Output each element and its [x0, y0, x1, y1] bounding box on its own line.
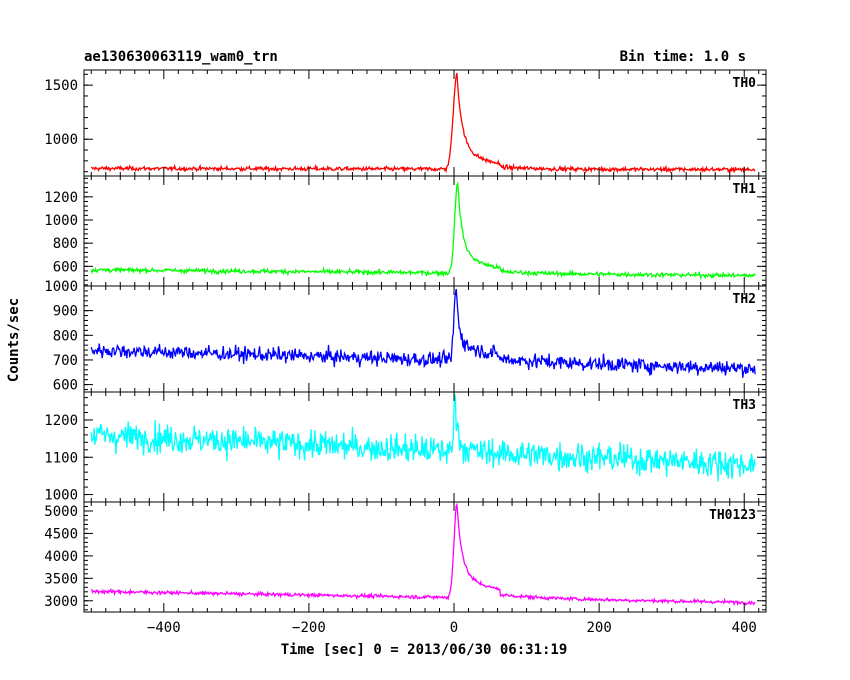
- x-tick-label: 400: [732, 620, 757, 636]
- y-tick-label: 800: [53, 236, 78, 252]
- panel-th2: 600 700 800 900 1000 TH2: [44, 279, 767, 394]
- y-tick-label: 600: [53, 378, 78, 394]
- y-tick-label: 3000: [44, 594, 78, 610]
- object-name: ae130630063119_wam0_trn: [84, 49, 278, 65]
- x-axis-label: Time [sec] 0 = 2013/06/30 06:31:19: [281, 642, 568, 658]
- x-axis-ticks: −400 −200 0 200 400: [147, 620, 757, 636]
- y-tick-label: 1000: [44, 488, 78, 504]
- panel-frame: [83, 285, 767, 393]
- y-tick-label: 3500: [44, 571, 78, 587]
- y-tick-label: 700: [53, 353, 78, 369]
- y-tick-label: 1000: [44, 213, 78, 229]
- panel-label-th3: TH3: [733, 398, 756, 413]
- panel-th1: 600 800 1000 1200 TH1: [44, 175, 767, 287]
- y-tick-label: 1200: [44, 413, 78, 429]
- panels: 1000 1500 TH0 600 800 1000 1200 TH1 600 700 800 900…: [44, 69, 767, 613]
- y-tick-label: 600: [53, 259, 78, 275]
- panel-label-th0123: TH0123: [709, 508, 756, 523]
- x-tick-label: −200: [292, 620, 326, 636]
- x-tick-label: 0: [450, 620, 458, 636]
- series-line-th0: [90, 72, 756, 175]
- y-tick-label: 1200: [44, 190, 78, 206]
- y-tick-label: 900: [53, 304, 78, 320]
- panel-label-th0: TH0: [733, 76, 757, 91]
- panel-th3: 1000 1100 1200 TH3: [44, 391, 767, 504]
- panel-th0123: 3000 3500 4000 4500 5000 TH0123: [44, 501, 767, 613]
- y-tick-label: 800: [53, 328, 78, 344]
- y-tick-label: 1500: [44, 78, 78, 94]
- panel-label-th1: TH1: [733, 182, 757, 197]
- y-axis-label: Counts/sec: [6, 298, 22, 382]
- y-tick-label: 1000: [44, 279, 78, 295]
- panel-frame: [83, 69, 767, 177]
- y-tick-label: 1100: [44, 450, 78, 466]
- series-line-th2: [90, 288, 756, 378]
- y-tick-label: 4500: [44, 526, 78, 542]
- series-line-th0123: [90, 502, 756, 607]
- panel-label-th2: TH2: [733, 292, 756, 307]
- series-line-th1: [90, 181, 756, 281]
- series-line-th3: [90, 393, 756, 482]
- y-tick-label: 1000: [44, 132, 78, 148]
- panel-frame: [83, 175, 767, 287]
- bin-time: Bin time: 1.0 s: [620, 49, 746, 65]
- y-tick-label: 4000: [44, 549, 78, 565]
- x-tick-label: 200: [586, 620, 611, 636]
- y-tick-label: 5000: [44, 504, 78, 520]
- x-tick-label: −400: [147, 620, 181, 636]
- panel-th0: 1000 1500 TH0: [44, 69, 767, 177]
